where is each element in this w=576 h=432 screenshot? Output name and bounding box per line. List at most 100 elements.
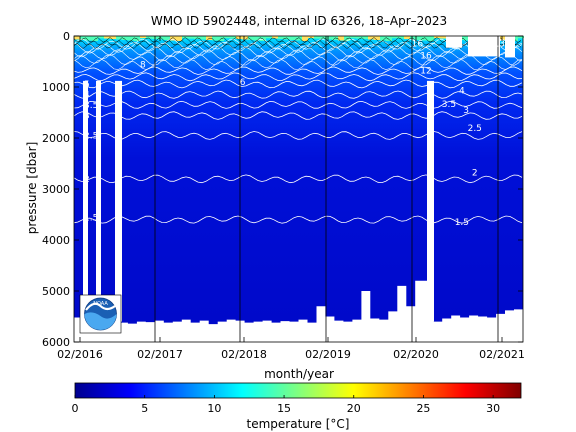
y-tick-label: 3000: [42, 183, 70, 196]
surface-cell: [200, 36, 206, 40]
surface-cell: [116, 36, 122, 40]
surface-cell: [122, 36, 128, 40]
surface-cell: [500, 36, 506, 40]
surface-cell: [170, 36, 176, 41]
isotherm-line: [73, 215, 523, 224]
contour-label: 6: [240, 78, 246, 88]
contour-label: 2.5: [468, 124, 482, 134]
isotherm-line: [73, 72, 523, 82]
y-tick-label: 2000: [42, 132, 70, 145]
surface-cell: [398, 36, 404, 39]
contour-label: 1.5: [455, 218, 469, 228]
temperature-field: [74, 36, 523, 342]
surface-cell: [260, 36, 266, 41]
colorbar-ticks: 0 5 10 15 20 25 30: [72, 395, 500, 415]
isotherm-line: [73, 49, 523, 62]
isotherm-line: [73, 100, 523, 109]
surface-cell: [188, 36, 194, 39]
data-gap: [115, 80, 122, 322]
y-tick-label: 0: [63, 30, 70, 43]
contour-label: 1.5: [84, 214, 98, 224]
surface-cell: [92, 36, 98, 41]
x-tick-label: 02/2019: [305, 348, 351, 361]
x-tick-label: 02/2021: [479, 348, 525, 361]
surface-cell: [368, 36, 374, 40]
contour-label: 3: [463, 106, 469, 116]
surface-cell: [140, 36, 146, 38]
contour-label: 3.5: [84, 101, 98, 111]
surface-cell: [296, 36, 302, 41]
y-axis-ticks: 0 1000 2000 3000 4000 5000 6000: [42, 30, 523, 349]
surface-cell: [392, 36, 398, 38]
contour-label: 16: [420, 51, 432, 61]
surface-cell: [248, 36, 254, 40]
surface-cell: [338, 36, 344, 41]
surface-cell: [272, 36, 278, 39]
surface-cell: [164, 36, 170, 40]
colorbar-tick-label: 0: [72, 402, 79, 415]
y-tick-label: 4000: [42, 234, 70, 247]
surface-cell: [230, 36, 236, 39]
surface-cell: [236, 36, 242, 39]
x-axis-ticks: 02/2016 02/2017 02/2018 02/2019 02/2020 02/20…: [57, 36, 525, 361]
contour-label: 8: [140, 61, 146, 71]
surface-cell: [302, 36, 308, 41]
isotherm-line: [73, 54, 523, 66]
isotherm-line: [73, 131, 523, 140]
colorbar-tick-label: 25: [416, 402, 430, 415]
surface-cell: [146, 36, 152, 39]
isotherm-line: [73, 174, 523, 184]
y-tick-label: 6000: [42, 336, 70, 349]
surface-cell: [422, 36, 428, 41]
contour-label: 4: [84, 91, 90, 101]
noaa-logo: NOAA: [79, 294, 122, 334]
surface-cell: [278, 36, 284, 39]
contour-label: 16: [412, 40, 424, 50]
colorbar-gradient: [74, 382, 522, 399]
data-gap: [505, 36, 515, 58]
contour-label: 2: [84, 175, 90, 185]
contour-label: 4: [459, 87, 465, 97]
contour-label: 5: [84, 80, 90, 90]
surface-cell: [380, 36, 386, 41]
data-gap: [468, 36, 500, 57]
surface-cell: [404, 36, 410, 39]
colorbar-tick-label: 5: [141, 402, 148, 415]
surface-cell: [212, 36, 218, 41]
contour-label: 3: [84, 112, 90, 122]
surface-cell: [518, 36, 524, 38]
data-gap: [446, 36, 462, 48]
surface-cell: [182, 36, 188, 38]
surface-cell: [314, 36, 320, 39]
surface-cell: [416, 36, 422, 40]
surface-cell: [86, 36, 92, 41]
surface-cell: [308, 36, 314, 38]
surface-cell: [374, 36, 380, 40]
surface-cell: [74, 36, 80, 40]
x-tick-label: 02/2017: [137, 348, 183, 361]
colorbar-tick-label: 20: [347, 402, 361, 415]
missing-profile-gaps: [83, 36, 515, 322]
contour-label: 3.5: [442, 100, 456, 110]
surface-cell: [128, 36, 134, 41]
isotherm-line: [73, 79, 523, 89]
x-tick-label: 02/2016: [57, 348, 103, 361]
surface-cell: [410, 36, 416, 40]
surface-cell: [254, 36, 260, 41]
surface-cell: [350, 36, 356, 38]
year-divider-lines: [154, 36, 499, 342]
surface-cell: [266, 36, 272, 38]
contour-label: 13: [493, 40, 504, 50]
surface-cell: [194, 36, 200, 39]
svg-text:NOAA: NOAA: [93, 301, 108, 307]
surface-contour: [73, 43, 522, 49]
surface-cell: [110, 36, 116, 39]
isotherm-line: [73, 90, 523, 99]
surface-cell: [104, 36, 110, 39]
y-tick-label: 1000: [42, 81, 70, 94]
data-gap: [96, 80, 101, 322]
x-tick-label: 02/2020: [393, 348, 439, 361]
seafloor-mask: [74, 280, 523, 342]
isotherm-line: [73, 66, 523, 75]
